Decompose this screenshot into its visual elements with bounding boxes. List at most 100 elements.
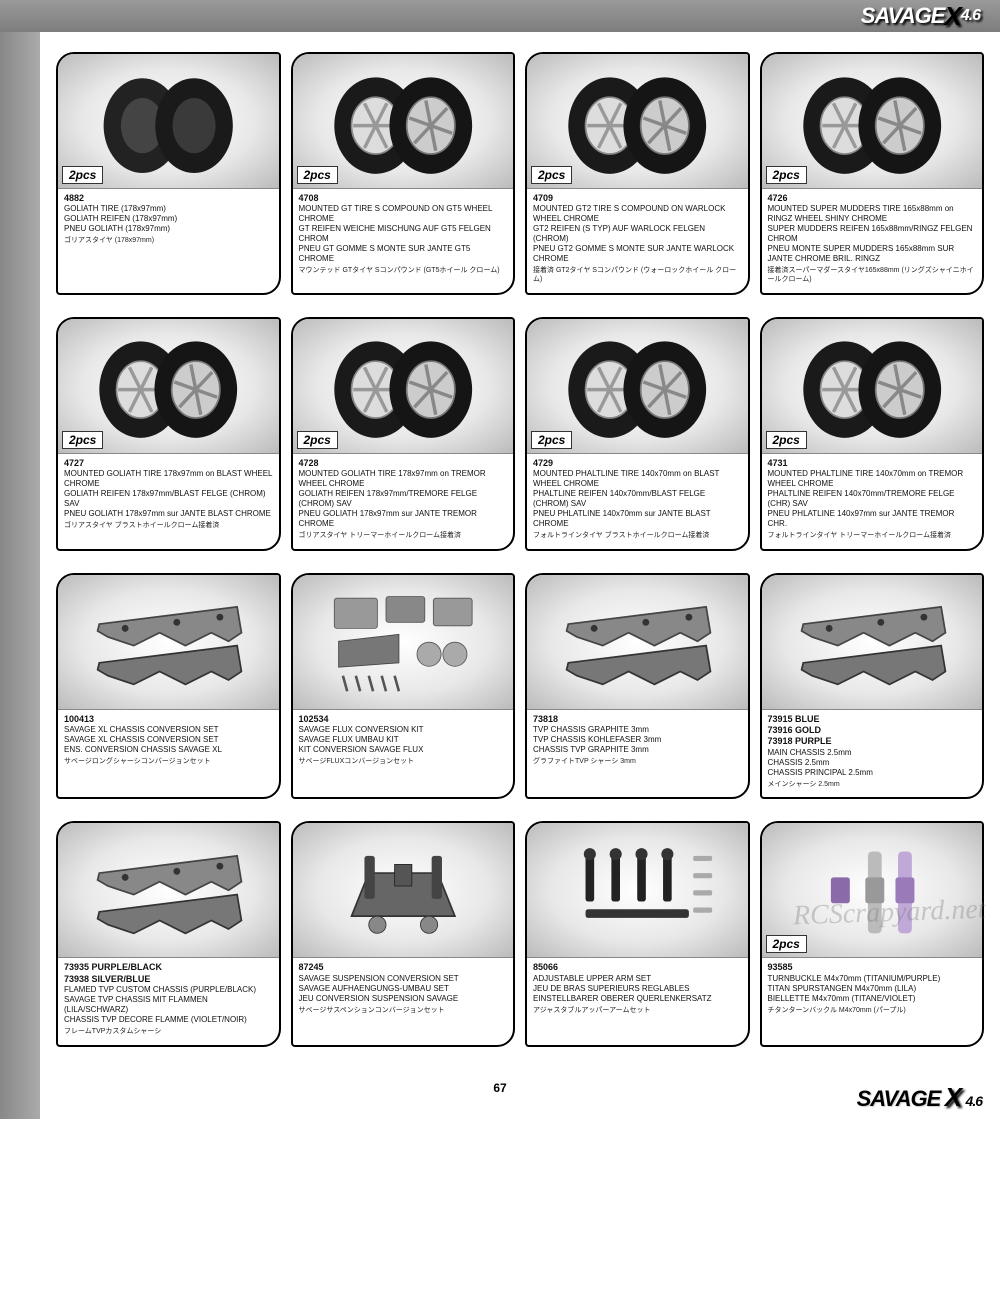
part-text: 85066ADJUSTABLE UPPER ARM SETJEU DE BRAS…	[527, 958, 748, 1023]
part-desc-jp: 接着済スーパーマダースタイヤ165x88mm (リングズシャイニホイールクローム…	[768, 267, 977, 285]
part-desc-line: EINSTELLBARER OBERER QUERLENKERSATZ	[533, 994, 742, 1004]
part-desc-line: MOUNTED GT TIRE S COMPOUND ON GT5 WHEEL …	[299, 204, 508, 224]
part-desc-line: BIELLETTE M4x70mm (TITANE/VIOLET)	[768, 994, 977, 1004]
part-desc-jp: 接着済 GT2タイヤ Sコンパウンド (ウォーロックホイール クローム)	[533, 267, 742, 285]
card-row: 100413SAVAGE XL CHASSIS CONVERSION SETSA…	[56, 573, 984, 800]
part-desc-line: SAVAGE SUSPENSION CONVERSION SET	[299, 974, 508, 984]
part-desc-line: JEU CONVERSION SUSPENSION SAVAGE	[299, 994, 508, 1004]
part-desc-line: SAVAGE XL CHASSIS CONVERSION SET	[64, 725, 273, 735]
part-card: 100413SAVAGE XL CHASSIS CONVERSION SETSA…	[56, 573, 281, 800]
part-desc-line: MOUNTED GOLIATH TIRE 178x97mm on BLAST W…	[64, 469, 273, 489]
part-image	[58, 823, 279, 958]
part-card: 87245SAVAGE SUSPENSION CONVERSION SETSAV…	[291, 821, 516, 1046]
part-image: 2pcs	[527, 54, 748, 189]
part-number: 93585	[768, 962, 977, 973]
part-number: 4727	[64, 458, 273, 469]
part-number: 4729	[533, 458, 742, 469]
part-desc-jp: ゴリアスタイヤ トリーマーホイールクローム接着済	[299, 532, 508, 541]
part-desc-line: GOLIATH REIFEN 178x97mm/BLAST FELGE (CHR…	[64, 489, 273, 509]
part-desc-line: PNEU PHLATLINE 140x70mm sur JANTE BLAST …	[533, 509, 742, 529]
part-card: 2pcs 4731MOUNTED PHALTLINE TIRE 140x70mm …	[760, 317, 985, 551]
part-desc-line: GOLIATH TIRE (178x97mm)	[64, 204, 273, 214]
part-desc-line: ENS. CONVERSION CHASSIS SAVAGE XL	[64, 745, 273, 755]
part-desc-line: TURNBUCKLE M4x70mm (TITANIUM/PURPLE)	[768, 974, 977, 984]
part-desc-jp: マウンテッド GTタイヤ Sコンパウンド (GT5ホイール クローム)	[299, 267, 508, 276]
part-image	[527, 823, 748, 958]
part-card: 2pcs 93585TURNBUCKLE M4x70mm (TITANIUM/PU…	[760, 821, 985, 1046]
part-desc-line: MAIN CHASSIS 2.5mm	[768, 748, 977, 758]
footer: 67 SAVAGE X 4.6	[0, 1079, 1000, 1119]
part-text: 4728MOUNTED GOLIATH TIRE 178x97mm on TRE…	[293, 454, 514, 549]
part-card: 102534SAVAGE FLUX CONVERSION KITSAVAGE F…	[291, 573, 516, 800]
part-text: 102534SAVAGE FLUX CONVERSION KITSAVAGE F…	[293, 710, 514, 775]
part-image	[293, 823, 514, 958]
part-card: 73935 PURPLE/BLACK 73938 SILVER/BLUEFLAM…	[56, 821, 281, 1046]
part-desc-line: MOUNTED PHALTLINE TIRE 140x70mm on TREMO…	[768, 469, 977, 489]
part-card: 2pcs4708MOUNTED GT TIRE S COMPOUND ON GT…	[291, 52, 516, 295]
content: 2pcs 4882GOLIATH TIRE (178x97mm) GOLIATH R…	[40, 32, 1000, 1079]
part-number: 73818	[533, 714, 742, 725]
card-row: 2pcs4727MOUNTED GOLIATH TIRE 178x97mm on…	[56, 317, 984, 551]
part-desc-line: PNEU GT GOMME S MONTE SUR JANTE GT5 CHRO…	[299, 244, 508, 264]
part-desc-line: MOUNTED GOLIATH TIRE 178x97mm on TREMOR …	[299, 469, 508, 489]
part-text: 73935 PURPLE/BLACK 73938 SILVER/BLUEFLAM…	[58, 958, 279, 1044]
part-number: 4728	[299, 458, 508, 469]
part-desc-jp: サベージサスペンションコンバージョンセット	[299, 1007, 508, 1016]
part-desc-line: CHASSIS TVP DECORE FLAMME (VIOLET/NOIR)	[64, 1015, 273, 1025]
part-desc-line: MOUNTED GT2 TIRE S COMPOUND ON WARLOCK W…	[533, 204, 742, 224]
part-desc-line: GOLIATH REIFEN 178x97mm/TREMORE FELGE (C…	[299, 489, 508, 509]
part-image: 2pcs	[293, 319, 514, 454]
rows-container: 2pcs 4882GOLIATH TIRE (178x97mm) GOLIATH R…	[56, 52, 984, 1047]
part-desc-jp: フォルトラインタイヤ トリーマーホイールクローム接着済	[768, 532, 977, 541]
part-card: 85066ADJUSTABLE UPPER ARM SETJEU DE BRAS…	[525, 821, 750, 1046]
card-row: 73935 PURPLE/BLACK 73938 SILVER/BLUEFLAM…	[56, 821, 984, 1046]
part-image: 2pcs	[58, 54, 279, 189]
brand-name: SAVAGE	[861, 3, 945, 29]
part-image	[527, 575, 748, 710]
part-number: 87245	[299, 962, 508, 973]
part-desc-line: GT REIFEN WEICHE MISCHUNG AUF GT5 FELGEN…	[299, 224, 508, 244]
part-text: 73915 BLUE 73916 GOLD 73918 PURPLEMAIN C…	[762, 710, 983, 798]
part-image	[58, 575, 279, 710]
part-desc-line: CHASSIS TVP GRAPHITE 3mm	[533, 745, 742, 755]
part-number: 4731	[768, 458, 977, 469]
part-card: 2pcs 4727MOUNTED GOLIATH TIRE 178x97mm on…	[56, 317, 281, 551]
pcs-badge: 2pcs	[62, 431, 103, 449]
page: SAVAGE X 4.6 2pcs 4882GOLIATH TIRE (178x9…	[0, 0, 1000, 1119]
part-image: 2pcs	[762, 823, 983, 958]
part-desc-line: SAVAGE AUFHAENGUNGS-UMBAU SET	[299, 984, 508, 994]
part-text: 100413SAVAGE XL CHASSIS CONVERSION SETSA…	[58, 710, 279, 775]
brand-x: X	[944, 1, 960, 32]
part-card: 2pcs4726MOUNTED SUPER MUDDERS TIRE 165x8…	[760, 52, 985, 295]
part-desc-jp: チタンターンバックル M4x70mm (パープル)	[768, 1007, 977, 1016]
brand-logo-bottom: SAVAGE X 4.6	[857, 1082, 982, 1113]
part-image	[293, 575, 514, 710]
part-desc-line: PNEU GOLIATH 178x97mm sur JANTE TREMOR C…	[299, 509, 508, 529]
part-number: 102534	[299, 714, 508, 725]
part-text: 4729MOUNTED PHALTLINE TIRE 140x70mm on B…	[527, 454, 748, 549]
part-desc-line: TVP CHASSIS GRAPHITE 3mm	[533, 725, 742, 735]
part-desc-line: FLAMED TVP CUSTOM CHASSIS (PURPLE/BLACK)	[64, 985, 273, 995]
part-text: 4726MOUNTED SUPER MUDDERS TIRE 165x88mm …	[762, 189, 983, 293]
header-bar: SAVAGE X 4.6	[0, 0, 1000, 32]
part-number: 4726	[768, 193, 977, 204]
part-card: 73915 BLUE 73916 GOLD 73918 PURPLEMAIN C…	[760, 573, 985, 800]
part-desc-jp: メインシャーシ 2.5mm	[768, 781, 977, 790]
part-text: 4709MOUNTED GT2 TIRE S COMPOUND ON WARLO…	[527, 189, 748, 293]
part-desc-jp: アジャスタブルアッパーアームセット	[533, 1007, 742, 1016]
part-text: 87245SAVAGE SUSPENSION CONVERSION SETSAV…	[293, 958, 514, 1023]
pcs-badge: 2pcs	[62, 166, 103, 184]
part-text: 4727MOUNTED GOLIATH TIRE 178x97mm on BLA…	[58, 454, 279, 539]
part-number: 4882	[64, 193, 273, 204]
part-desc-line: SAVAGE FLUX CONVERSION KIT	[299, 725, 508, 735]
part-desc-line: TITAN SPURSTANGEN M4x70mm (LILA)	[768, 984, 977, 994]
part-desc-line: MOUNTED SUPER MUDDERS TIRE 165x88mm on R…	[768, 204, 977, 224]
part-image: 2pcs	[762, 319, 983, 454]
part-desc-line: TVP CHASSIS KOHLEFASER 3mm	[533, 735, 742, 745]
pcs-badge: 2pcs	[297, 166, 338, 184]
part-card: 2pcs4882GOLIATH TIRE (178x97mm)GOLIATH R…	[56, 52, 281, 295]
part-desc-jp: フォルトラインタイヤ ブラストホイールクローム接着済	[533, 532, 742, 541]
part-text: 73818TVP CHASSIS GRAPHITE 3mmTVP CHASSIS…	[527, 710, 748, 775]
part-image	[762, 575, 983, 710]
part-desc-line: SUPER MUDDERS REIFEN 165x88mm/RINGZ FELG…	[768, 224, 977, 244]
